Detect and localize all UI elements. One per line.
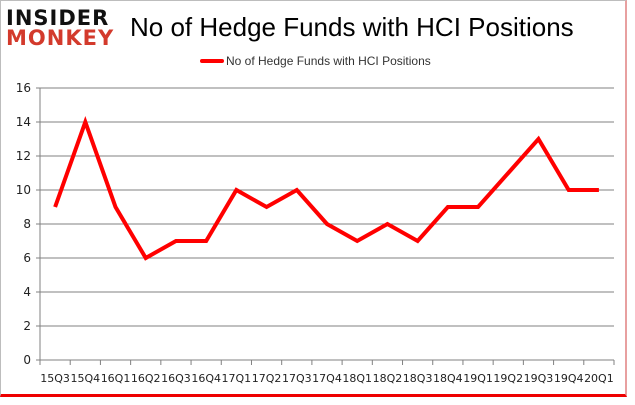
x-tick-label: 18Q2 bbox=[373, 372, 403, 385]
x-tick-label: 18Q3 bbox=[403, 372, 433, 385]
x-tick-label: 15Q3 bbox=[40, 372, 70, 385]
y-tick-label: 16 bbox=[16, 81, 31, 95]
x-tick-label: 16Q1 bbox=[101, 372, 131, 385]
chart-frame bbox=[0, 0, 627, 397]
y-tick-label: 2 bbox=[23, 319, 31, 333]
x-tick-label: 19Q4 bbox=[554, 372, 584, 385]
legend-swatch-icon bbox=[200, 59, 224, 63]
y-tick-label: 10 bbox=[16, 183, 31, 197]
x-tick-label: 17Q2 bbox=[252, 372, 282, 385]
series-line bbox=[53, 116, 599, 261]
logo-line-1: INSIDER bbox=[6, 6, 110, 30]
x-tick-label: 17Q3 bbox=[282, 372, 312, 385]
y-tick-label: 6 bbox=[23, 251, 31, 265]
x-tick-label: 16Q2 bbox=[131, 372, 161, 385]
x-tick-label: 16Q3 bbox=[161, 372, 191, 385]
x-tick-label: 19Q2 bbox=[493, 372, 523, 385]
legend-label: No of Hedge Funds with HCI Positions bbox=[226, 54, 431, 68]
y-tick-label: 4 bbox=[23, 285, 31, 299]
chart-legend: No of Hedge Funds with HCI Positions bbox=[200, 54, 431, 68]
x-tick-label: 20Q1 bbox=[584, 372, 614, 385]
y-tick-label: 0 bbox=[23, 353, 31, 367]
x-tick-label: 15Q4 bbox=[70, 372, 100, 385]
logo-line-2: MONKEY bbox=[6, 26, 115, 50]
insider-monkey-logo: INSIDER MONKEY bbox=[6, 6, 116, 50]
x-tick-label: 16Q4 bbox=[191, 372, 221, 385]
x-tick-label: 19Q3 bbox=[524, 372, 554, 385]
x-tick-label: 17Q4 bbox=[312, 372, 342, 385]
y-tick-label: 12 bbox=[16, 149, 31, 163]
x-tick-label: 18Q1 bbox=[342, 372, 372, 385]
y-tick-label: 8 bbox=[23, 217, 31, 231]
chart-title: No of Hedge Funds with HCI Positions bbox=[130, 12, 574, 42]
y-tick-label: 14 bbox=[16, 115, 31, 129]
x-tick-label: 17Q1 bbox=[222, 372, 252, 385]
x-tick-label: 19Q1 bbox=[463, 372, 493, 385]
x-tick-label: 18Q4 bbox=[433, 372, 463, 385]
